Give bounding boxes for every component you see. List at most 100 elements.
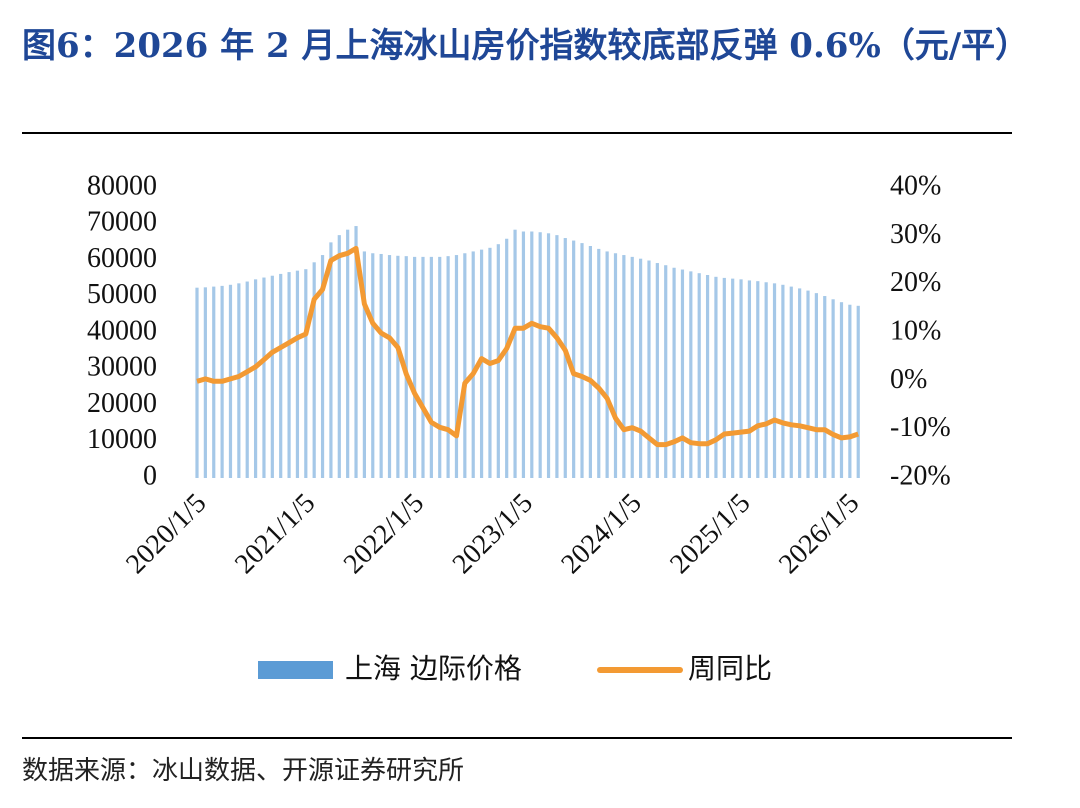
bar [505,238,509,478]
y-tick-label: 60000 [87,243,157,274]
legend-label: 上海 边际价格 [345,652,522,685]
x-tick-label: 2023/1/5 [447,488,539,580]
bar [546,233,551,478]
bar [588,246,592,478]
bar [563,238,567,478]
bar [387,255,392,478]
bar [270,275,274,478]
bar [789,286,793,478]
bar [329,242,333,478]
bar [429,256,433,478]
bar [806,290,810,478]
y2-tick-label: 30% [890,219,941,250]
bar [438,256,442,478]
bar [521,231,526,478]
bar [346,229,350,478]
source-note: 数据来源：冰山数据、开源证券研究所 [22,756,465,786]
bar [572,240,576,478]
y-tick-label: 50000 [87,279,157,310]
x-tick-label: 2026/1/5 [773,488,865,580]
bar [647,260,651,478]
bar [605,251,609,478]
bar [689,271,693,478]
bar [312,262,316,478]
bar [639,258,643,478]
y-tick-label: 10000 [87,424,157,455]
y-tick-label: 20000 [87,388,157,419]
bar [798,288,802,478]
bar [320,255,325,478]
line [196,245,860,448]
bar [245,281,249,478]
bar [253,279,258,478]
bar [814,293,818,478]
bar [597,248,601,478]
bar [781,284,785,478]
bar [672,267,676,478]
bar [513,229,517,478]
bar [580,243,584,478]
y-tick-label: 40000 [87,315,157,346]
bar [479,249,484,478]
x-tick-label: 2020/1/5 [120,488,212,580]
bar [203,287,207,478]
bar [613,253,618,478]
bar [731,278,735,478]
bar [664,265,668,478]
bar [463,253,467,478]
bar [396,255,400,478]
bar [413,256,417,478]
bar [371,253,375,478]
bar [379,253,383,478]
x-tick-label: 2021/1/5 [229,488,321,580]
bar [421,256,425,478]
bar [831,299,835,478]
legend-swatch [258,661,333,679]
y2-tick-label: 40% [890,170,941,201]
bar [287,272,291,478]
bar [655,263,659,478]
bar [622,255,626,478]
bar [680,269,685,478]
y-tick-label: 0 [143,460,157,491]
bar [764,282,768,478]
bar [555,235,559,478]
y2-tick-label: 10% [890,315,941,346]
x-tick-label: 2024/1/5 [555,488,647,580]
bar [739,279,743,478]
bar [295,270,300,478]
bar [279,273,283,478]
y2-tick-label: 20% [890,267,941,298]
bar [630,256,634,478]
bar [722,277,726,478]
bar [848,304,852,478]
bar [454,255,459,478]
y2-tick-label: -20% [890,460,951,491]
x-tick-label: 2022/1/5 [338,488,430,580]
chart-title: 图6：2026 年 2 月上海冰山房价指数较底部反弹 0.6%（元/平） [22,26,1030,66]
bar [772,283,777,478]
bar [471,251,475,478]
bar [237,283,241,478]
bar [714,276,718,478]
bar [195,287,199,478]
bar [839,302,844,478]
y2-tick-label: 0% [890,364,927,395]
x-tick-label: 2025/1/5 [664,488,756,580]
bar [354,226,358,478]
y2-tick-label: -10% [890,412,951,443]
bar [747,280,752,478]
y-tick-label: 70000 [87,207,157,238]
bar [823,296,827,478]
y-tick-label: 30000 [87,352,157,383]
bar [304,269,308,478]
legend-label: 周同比 [688,652,772,685]
y-tick-label: 80000 [87,170,157,201]
bar [538,232,542,478]
bar [697,273,701,478]
bar [705,275,710,478]
bar [756,281,760,478]
bar [337,235,341,478]
